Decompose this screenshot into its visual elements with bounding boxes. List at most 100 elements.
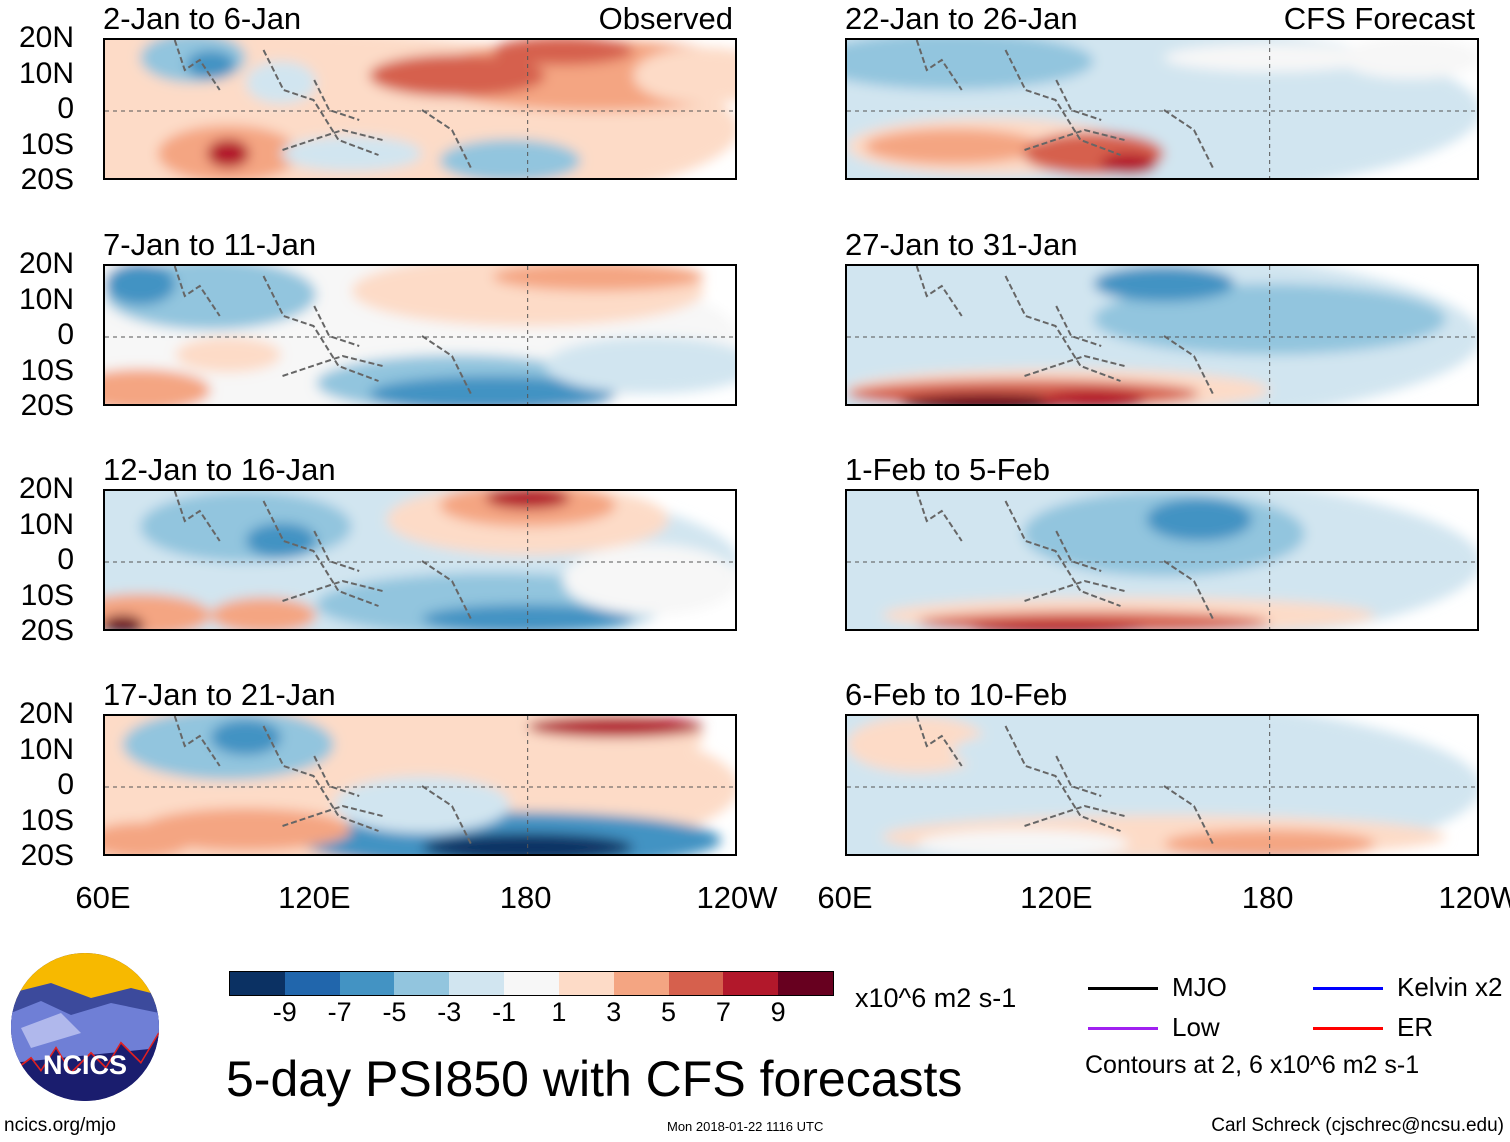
psi-anomaly-region — [439, 139, 581, 178]
map-panel — [845, 264, 1479, 406]
map-panel — [845, 714, 1479, 856]
panel-title: 22-Jan to 26-Jan — [845, 1, 1078, 36]
logo-text: NCICS — [42, 1050, 127, 1080]
coastline — [173, 716, 473, 847]
psi-anomaly-region — [899, 393, 1076, 404]
coastline — [173, 40, 473, 171]
psi-anomaly-region — [864, 128, 1041, 165]
y-tick-label: 10S — [20, 127, 74, 161]
panel-title: 1-Feb to 5-Feb — [845, 452, 1051, 487]
psi-anomaly-region — [105, 615, 144, 629]
psi-anomaly-region — [245, 61, 317, 104]
ncics-logo: NCICS — [11, 953, 159, 1101]
x-tick-label: 180 — [499, 880, 552, 915]
colorbar-label: 5 — [661, 997, 677, 1027]
y-tick-label: 10S — [20, 353, 74, 387]
colorbar-swatch — [449, 972, 506, 995]
column-label: CFS Forecast — [1283, 1, 1475, 36]
colorbar-label: 1 — [551, 997, 567, 1027]
psi-anomaly-region — [245, 522, 317, 559]
psi-anomaly-region — [1146, 498, 1253, 541]
colorbar-label: -1 — [492, 997, 517, 1027]
psi-anomaly-region — [105, 368, 211, 404]
y-tick-label: 20N — [18, 21, 74, 54]
colorbar-swatch — [394, 972, 451, 995]
y-tick-label: 10N — [18, 56, 74, 90]
psi-anomaly-region — [1040, 390, 1147, 404]
colorbar-swatch — [504, 972, 560, 995]
psi-anomaly-region — [207, 139, 250, 168]
psi-anomaly-region — [422, 833, 634, 854]
legend-line — [1088, 987, 1158, 990]
x-tick-label: 120E — [278, 880, 351, 915]
legend-line — [1088, 1027, 1158, 1030]
main-title: 5-day PSI850 with CFS forecasts — [226, 1051, 963, 1107]
psi-anomaly-region — [140, 808, 352, 851]
map-panel — [845, 489, 1479, 631]
psi-anomaly-region — [210, 719, 282, 756]
x-tick-label: 120E — [1020, 880, 1093, 915]
map-panel — [103, 489, 737, 631]
map-panel — [103, 38, 737, 180]
colorbar-swatch — [613, 972, 670, 995]
units-label: x10^6 m2 s-1 — [855, 983, 1017, 1013]
panel-title: 17-Jan to 21-Jan — [103, 677, 336, 712]
y-tick-label: 10S — [20, 803, 74, 837]
footer-url[interactable]: ncics.org/mjo — [4, 1115, 116, 1136]
legend-line — [1313, 987, 1383, 990]
colorbar-swatch — [339, 972, 396, 995]
x-tick-label: 120W — [1438, 880, 1510, 915]
psi-anomaly-region — [633, 47, 735, 104]
y-tick-label: 20S — [20, 389, 74, 422]
x-tick-label: 60E — [75, 880, 131, 915]
colorbar — [229, 971, 834, 996]
legend-label: MJO — [1172, 972, 1227, 1002]
psi-anomaly-region — [369, 54, 546, 97]
y-tick-label: 0 — [57, 543, 74, 576]
y-tick-label: 20N — [18, 472, 74, 505]
psi-anomaly-region — [333, 776, 511, 834]
legend-label: Low — [1172, 1012, 1220, 1042]
psi-anomaly-region — [1164, 829, 1376, 854]
psi-anomaly-region — [562, 544, 735, 616]
panel-title: 12-Jan to 16-Jan — [103, 452, 336, 487]
colorbar-label: -7 — [327, 997, 352, 1027]
y-tick-label: 10S — [20, 578, 74, 612]
psi-anomaly-region — [545, 337, 735, 394]
psi-anomaly-region — [1093, 266, 1235, 302]
panel-title: 7-Jan to 11-Jan — [103, 227, 317, 262]
y-tick-label: 20S — [20, 614, 74, 647]
y-tick-label: 10N — [18, 507, 74, 541]
psi-anomaly-region — [1340, 40, 1477, 80]
colorbar-swatch — [558, 972, 615, 995]
coastline — [915, 40, 1215, 171]
psi-anomaly-region — [847, 40, 1094, 90]
psi-anomaly-region — [422, 604, 634, 629]
footer-timestamp: Mon 2018-01-22 1116 UTC — [667, 1119, 824, 1134]
psi-anomaly-region — [1093, 283, 1446, 355]
colorbar-label: 9 — [770, 997, 786, 1027]
psi-anomaly-region — [369, 376, 616, 404]
psi-anomaly-region — [847, 716, 988, 773]
coastline — [915, 491, 1215, 622]
coastline — [915, 266, 1215, 397]
colorbar-label: -5 — [382, 997, 407, 1027]
psi-anomaly-region — [917, 829, 1129, 854]
y-tick-label: 10N — [18, 282, 74, 316]
legend-label: Kelvin x2 — [1397, 972, 1503, 1002]
legend-label: ER — [1397, 1012, 1434, 1042]
panel-title: 27-Jan to 31-Jan — [845, 227, 1078, 262]
psi-anomaly-region — [105, 266, 176, 306]
x-tick-label: 180 — [1241, 880, 1294, 915]
y-tick-label: 20S — [20, 839, 74, 872]
colorbar-label: -3 — [437, 997, 462, 1027]
psi-anomaly-region — [527, 716, 704, 738]
y-tick-label: 0 — [57, 318, 74, 351]
coastline — [173, 266, 473, 397]
psi-anomaly-region — [281, 135, 422, 172]
colorbar-label: 3 — [606, 997, 622, 1027]
panel-title: 2-Jan to 6-Jan — [103, 1, 302, 36]
psi-anomaly-region — [186, 50, 236, 80]
colorbar-label: -9 — [272, 997, 297, 1027]
x-tick-label: 60E — [817, 880, 873, 915]
